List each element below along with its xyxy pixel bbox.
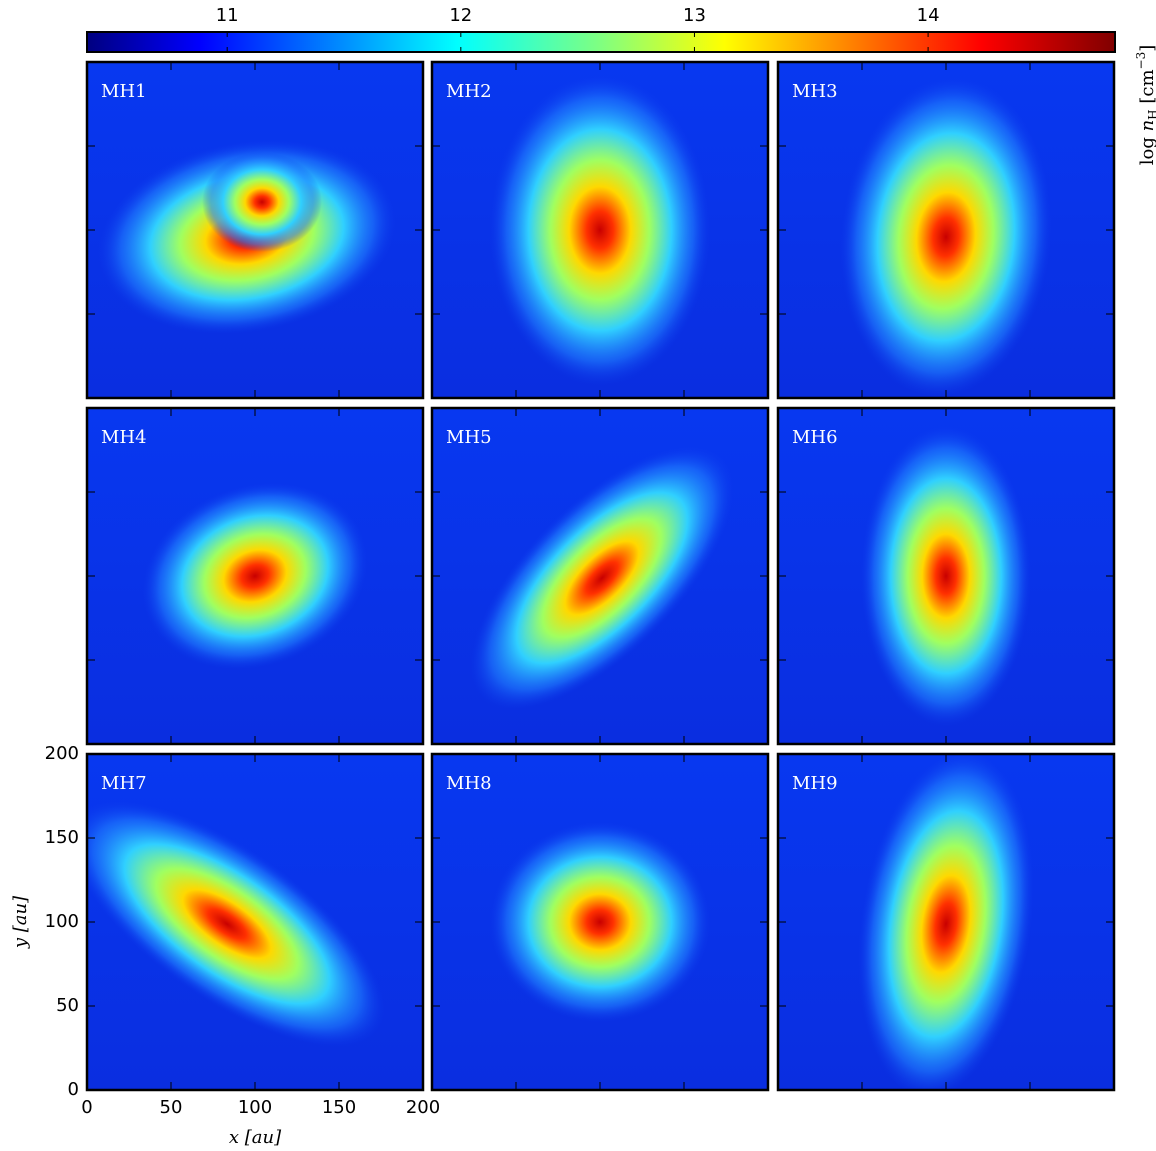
density-region <box>490 75 710 385</box>
colorbar-tick-label: 13 <box>683 5 706 26</box>
density-map <box>778 62 1114 406</box>
panel-label: MH3 <box>792 81 838 102</box>
figure: 11 12 13 14 log nH [cm−3] MH1 MH2 MH3 MH4 MH5 MH6 M… <box>0 0 1156 1151</box>
density-map <box>432 62 768 398</box>
density-region <box>861 426 1031 726</box>
density-map <box>432 754 768 1090</box>
colorbar-label-part: −3 <box>1134 52 1148 70</box>
density-map <box>429 405 775 751</box>
colorbar-label: log nH [cm−3] <box>1134 45 1156 166</box>
panel: MH2 <box>432 62 768 398</box>
colorbar <box>87 32 1115 52</box>
panel: MH5 <box>429 405 775 751</box>
panel-label: MH2 <box>446 81 492 102</box>
panel: MH3 <box>778 62 1114 406</box>
colorbar-label-part: ] <box>1137 45 1156 52</box>
x-tick-label: 0 <box>81 1097 92 1118</box>
y-tick-label: 0 <box>68 1079 79 1100</box>
x-tick-label: 100 <box>238 1097 272 1118</box>
x-tick-label: 200 <box>406 1097 440 1118</box>
colorbar-tick-label: 12 <box>449 5 472 26</box>
panel-label: MH8 <box>446 773 492 794</box>
colorbar-tick-label: 14 <box>917 5 940 26</box>
y-tick-label: 200 <box>45 743 79 764</box>
density-region <box>490 822 710 1022</box>
panel: MH7 0 50 100 150 200 0 50 100 150 200 x [au] y [au] <box>10 743 440 1148</box>
y-tick-label: 100 <box>45 911 79 932</box>
y-tick-label: 150 <box>45 827 79 848</box>
density-map <box>32 754 423 1092</box>
colorbar-label-part: H <box>1146 109 1156 119</box>
panel: MH1 <box>83 62 423 398</box>
density-map <box>778 408 1114 744</box>
panel-label: MH5 <box>446 427 492 448</box>
panel-label: MH6 <box>792 427 838 448</box>
panel-label: MH1 <box>101 81 147 102</box>
density-map <box>83 62 423 398</box>
density-map <box>778 739 1114 1109</box>
panel-label: MH4 <box>101 427 147 448</box>
panel-label: MH9 <box>792 773 838 794</box>
x-axis-label: x [au] <box>229 1127 282 1148</box>
panel: MH6 <box>778 408 1114 744</box>
density-map <box>87 408 423 744</box>
colorbar-tick-label: 11 <box>216 5 239 26</box>
panel: MH8 <box>432 754 768 1090</box>
colorbar-label-part: n <box>1137 120 1156 132</box>
x-tick-label: 150 <box>322 1097 356 1118</box>
colorbar-label-part: [cm <box>1137 69 1156 109</box>
panel-label: MH7 <box>101 773 147 794</box>
colorbar-label-part: log <box>1137 131 1156 165</box>
y-axis-label: y [au] <box>10 895 31 949</box>
panel: MH9 <box>778 739 1114 1109</box>
density-region <box>202 152 322 252</box>
x-tick-label: 50 <box>160 1097 183 1118</box>
panel: MH4 <box>87 408 423 744</box>
y-tick-label: 50 <box>56 995 79 1016</box>
